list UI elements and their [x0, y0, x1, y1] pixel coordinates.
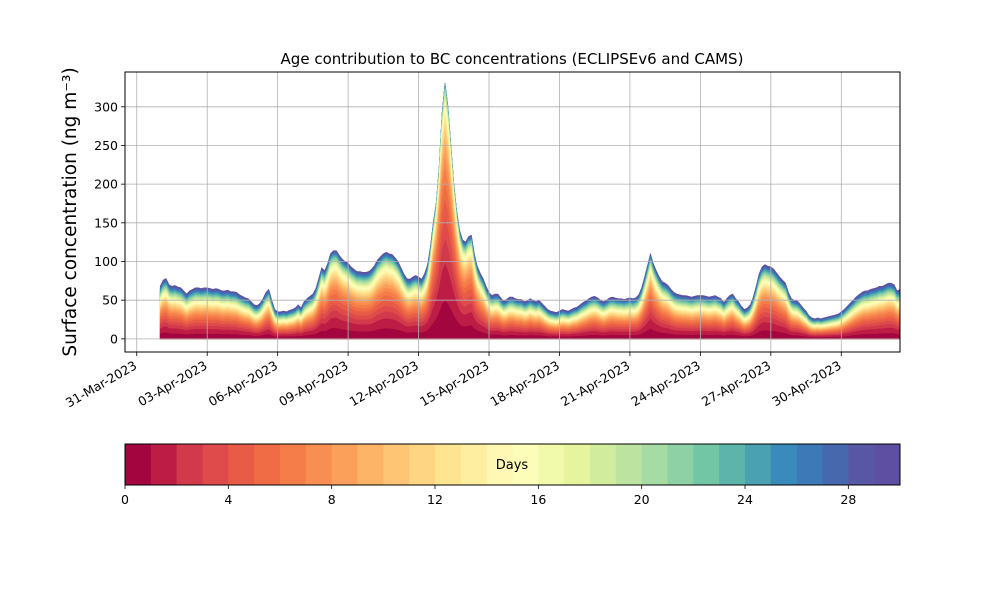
colorbar-swatch [848, 444, 875, 485]
colorbar-swatch [796, 444, 823, 485]
y-tick-label: 300 [94, 99, 118, 114]
age-layer-3 [159, 219, 900, 340]
colorbar-swatch [357, 444, 384, 485]
colorbar-tick-label: 8 [328, 492, 336, 507]
y-tick-label: 50 [102, 293, 118, 308]
age-layer-13 [159, 113, 900, 340]
colorbar-swatch [770, 444, 798, 485]
colorbar-swatch [822, 444, 849, 485]
colorbar-swatch [435, 444, 462, 485]
chart-title: Age contribution to BC concentrations (E… [281, 50, 744, 68]
colorbar-swatch [125, 444, 152, 485]
colorbar-swatch [538, 444, 565, 485]
colorbar-swatch [641, 444, 668, 485]
y-tick-label: 150 [94, 215, 118, 230]
y-tick-label: 200 [94, 177, 118, 192]
colorbar-tick-label: 16 [530, 492, 546, 507]
colorbar-tick-label: 4 [224, 492, 232, 507]
colorbar-swatch [202, 444, 229, 485]
x-tick-label: 12-Apr-2023 [347, 358, 421, 410]
age-layer-1 [159, 263, 900, 340]
colorbar-frame [124, 443, 901, 486]
x-tick-label: 31-Mar-2023 [63, 358, 139, 411]
colorbar-tick-label: 20 [634, 492, 650, 507]
y-axis: 0 50 100 150 200 250 300 [94, 99, 125, 346]
x-tick-label: 09-Apr-2023 [276, 358, 350, 410]
colorbar-tick-label: 0 [121, 492, 129, 507]
x-tick-label: 18-Apr-2023 [488, 358, 562, 410]
plot-frame [124, 71, 901, 353]
age-layer-12 [159, 118, 900, 340]
age-layer-0 [159, 300, 900, 340]
x-axis: 31-Mar-202303-Apr-202306-Apr-202309-Apr-… [63, 352, 844, 410]
stacked-age-layers [159, 83, 900, 340]
colorbar-swatch [228, 444, 255, 485]
y-tick-label: 100 [94, 254, 118, 269]
colorbar-swatch [150, 444, 178, 485]
colorbar-swatch [512, 444, 539, 485]
colorbar-swatch [383, 444, 410, 485]
colorbar-swatch [719, 444, 746, 485]
x-tick-label: 30-Apr-2023 [769, 358, 843, 410]
colorbar-swatch [176, 444, 203, 485]
x-tick-label: 21-Apr-2023 [558, 358, 632, 410]
colorbar-swatch [693, 444, 720, 485]
colorbar-swatch [254, 444, 281, 485]
x-tick-label: 06-Apr-2023 [206, 358, 280, 410]
colorbar-swatch [874, 444, 901, 485]
colorbar-swatch [409, 444, 436, 485]
colorbar-swatch [615, 444, 643, 485]
y-tick-label: 0 [110, 331, 118, 346]
colorbar-label: Days [496, 458, 529, 473]
x-tick-label: 15-Apr-2023 [417, 358, 491, 410]
age-layer-2 [159, 238, 900, 340]
colorbar-swatch [460, 444, 488, 485]
y-tick-label: 250 [94, 138, 118, 153]
colorbar-swatch [590, 444, 617, 485]
x-tick-label: 03-Apr-2023 [135, 358, 209, 410]
colorbar-swatch [331, 444, 358, 485]
colorbar-swatch [486, 444, 513, 485]
grid-lines [125, 72, 900, 352]
colorbar-tick-label: 28 [840, 492, 856, 507]
age-layer-11 [159, 123, 900, 340]
x-tick-label: 24-Apr-2023 [628, 358, 702, 410]
colorbar-swatch [667, 444, 694, 485]
colorbar-swatch [745, 444, 772, 485]
colorbar-swatch [305, 444, 333, 485]
colorbar-tick-label: 24 [737, 492, 753, 507]
y-axis-label: Surface concentration (ng m⁻³) [60, 67, 81, 356]
colorbar-swatch [564, 444, 591, 485]
colorbar-tick-label: 12 [427, 492, 443, 507]
x-tick-label: 27-Apr-2023 [699, 358, 773, 410]
colorbar-swatch [280, 444, 307, 485]
colorbar: 0 4 8 12 16 20 24 28 [121, 443, 901, 507]
